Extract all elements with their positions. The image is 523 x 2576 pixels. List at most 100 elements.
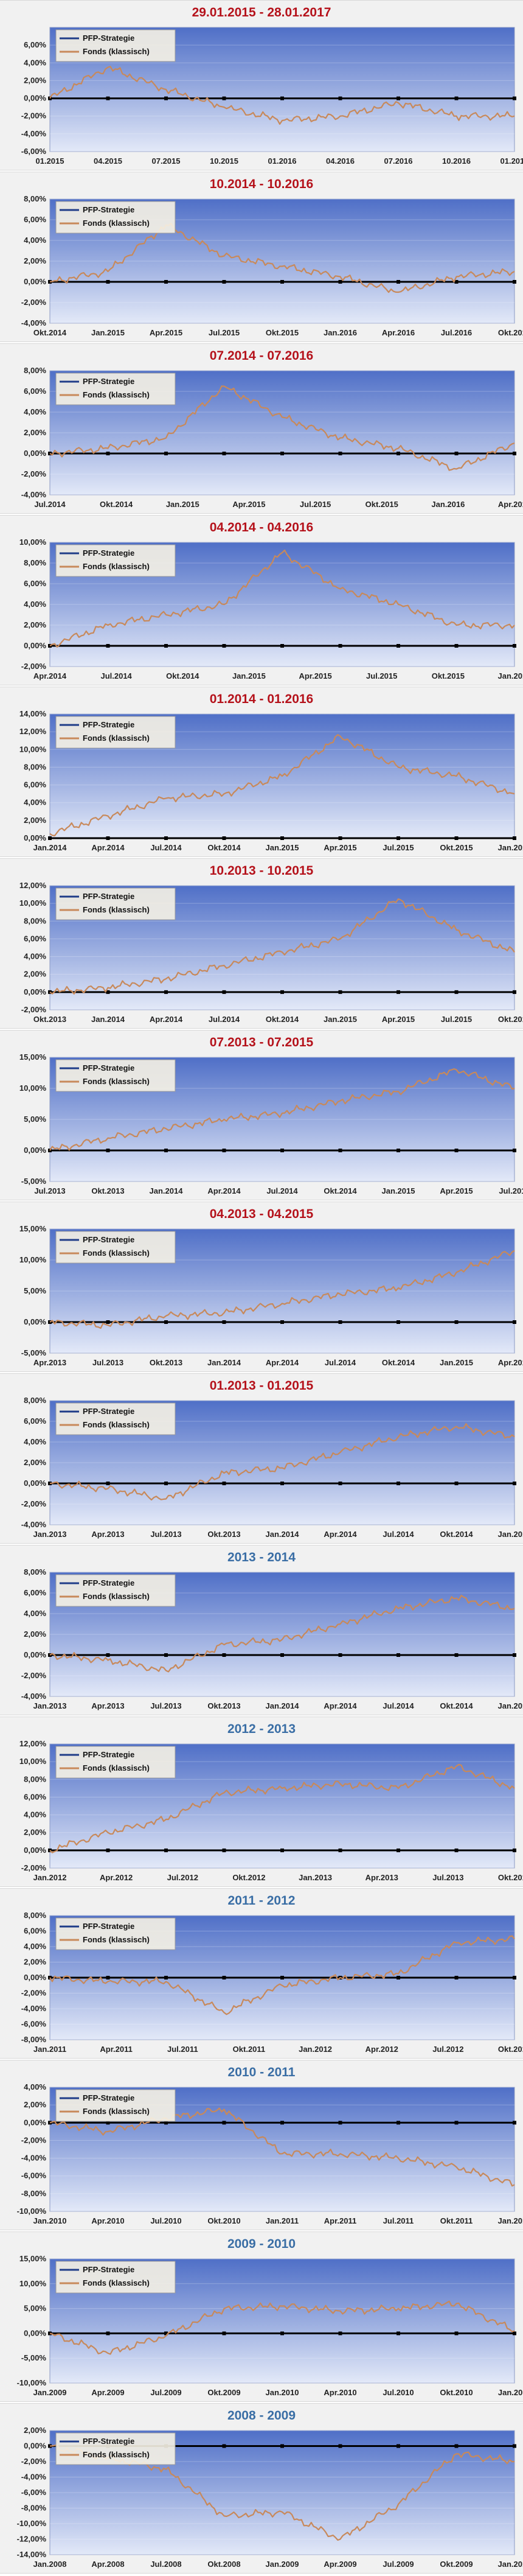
x-tick-label: Jan.2014 xyxy=(266,1701,300,1710)
data-point-pfp-strategie xyxy=(397,1482,400,1485)
x-tick-label: Okt.2013 xyxy=(207,1701,240,1710)
legend: PFP-Strategie Fonds (klassisch) xyxy=(55,1917,176,1950)
y-tick-label: 14,00% xyxy=(19,709,47,718)
x-tick-label: Okt.2012 xyxy=(232,1873,265,1882)
x-tick-label: Apr.2014 xyxy=(91,843,125,852)
data-point-pfp-strategie xyxy=(454,452,459,455)
chart-title: 01.2013 - 01.2015 xyxy=(209,1379,314,1393)
y-tick-label: 8,00% xyxy=(24,762,46,771)
y-tick-label: -4,00% xyxy=(21,1520,47,1529)
line-chart: -2,00% 0,00% 2,00% 4,00% 6,00% 8,00% 10,00% 12,… xyxy=(19,881,523,1024)
x-tick-label: Jul.2010 xyxy=(150,2216,181,2225)
legend-label-fonds-klassisch: Fonds (klassisch) xyxy=(83,733,150,743)
data-point-pfp-strategie xyxy=(513,2444,516,2448)
chart-panel: 07.2014 - 07.2016 -4,00% -2,00% 0,00% 2,00% 4… xyxy=(0,343,523,514)
y-tick-label: 8,00% xyxy=(24,1774,46,1783)
data-point-pfp-strategie xyxy=(338,1482,342,1485)
x-tick-label: Apr.2011 xyxy=(324,2216,357,2225)
x-tick-label: Apr.2012 xyxy=(100,1873,133,1882)
data-point-pfp-strategie xyxy=(454,1482,459,1485)
data-point-pfp-strategie xyxy=(397,2331,400,2336)
data-point-pfp-strategie xyxy=(338,2444,342,2448)
data-point-pfp-strategie xyxy=(454,1320,459,1324)
y-tick-label: 2,00% xyxy=(24,816,46,825)
x-tick-label: Jan.2011 xyxy=(33,2045,66,2054)
y-tick-label: -4,00% xyxy=(21,1692,47,1701)
legend-label-pfp-strategie: PFP-Strategie xyxy=(83,377,134,386)
y-tick-label: 4,00% xyxy=(24,952,46,961)
data-point-pfp-strategie xyxy=(338,836,342,840)
x-tick-label: Apr.2014 xyxy=(207,1186,241,1195)
legend-label-fonds-klassisch: Fonds (klassisch) xyxy=(83,1077,150,1086)
line-chart: -4,00% -2,00% 0,00% 2,00% 4,00% 6,00% 8,00% Jan… xyxy=(21,1567,523,1710)
y-tick-label: -6,00% xyxy=(21,147,47,156)
x-tick-label: 07.2016 xyxy=(384,156,413,166)
y-tick-label: 0,00% xyxy=(24,641,46,650)
x-tick-label: Jan.2015 xyxy=(91,328,125,337)
y-tick-label: -2,00% xyxy=(21,1499,47,1508)
x-tick-label: Jul.2014 xyxy=(266,1186,298,1195)
y-tick-label: -12,00% xyxy=(17,2535,47,2544)
x-tick-label: Apr.2013 xyxy=(33,1358,66,1367)
y-tick-label: 4,00% xyxy=(24,1810,46,1819)
x-tick-label: Apr.2015 xyxy=(382,1015,415,1024)
data-point-pfp-strategie xyxy=(106,280,110,284)
x-tick-label: Apr.2014 xyxy=(324,1701,357,1710)
y-tick-label: -2,00% xyxy=(21,1671,47,1680)
y-tick-label: -8,00% xyxy=(21,2189,47,2198)
y-tick-label: 10,00% xyxy=(19,1255,47,1264)
legend-label-fonds-klassisch: Fonds (klassisch) xyxy=(83,562,150,571)
legend-box xyxy=(55,1917,176,1950)
x-tick-label: Jan.2010 xyxy=(498,2560,523,2569)
data-point-pfp-strategie xyxy=(106,452,110,455)
x-tick-label: Jul.2011 xyxy=(167,2045,198,2054)
x-tick-label: Okt.2011 xyxy=(233,2045,266,2054)
chart-panel: 2012 - 2013 -2,00% 0,00% 2,00% 4,00% 6,00% 8,0… xyxy=(0,1717,523,1887)
y-tick-label: 2,00% xyxy=(24,2100,46,2109)
data-point-pfp-strategie xyxy=(222,452,226,455)
x-tick-label: Apr.2013 xyxy=(91,1701,124,1710)
y-tick-label: 5,00% xyxy=(24,2304,46,2313)
chart-title: 2012 - 2013 xyxy=(227,1722,296,1736)
data-point-pfp-strategie xyxy=(280,644,284,648)
data-point-pfp-strategie xyxy=(222,96,226,100)
x-tick-label: Jan.2010 xyxy=(266,2388,299,2397)
x-tick-label: Apr.2009 xyxy=(324,2560,356,2569)
legend-box xyxy=(55,1231,176,1264)
y-tick-label: 5,00% xyxy=(24,1286,46,1295)
legend-label-fonds-klassisch: Fonds (klassisch) xyxy=(83,219,150,228)
y-tick-label: -6,00% xyxy=(21,2020,47,2029)
y-tick-label: -2,00% xyxy=(21,1863,47,1872)
y-tick-label: 8,00% xyxy=(24,558,46,567)
x-tick-label: Okt.2014 xyxy=(440,1701,473,1710)
data-point-pfp-strategie xyxy=(222,280,226,284)
data-point-pfp-strategie xyxy=(106,1149,110,1152)
y-tick-label: 8,00% xyxy=(24,194,46,203)
y-tick-label: 0,00% xyxy=(24,1479,46,1488)
x-tick-label: Apr.2013 xyxy=(365,1873,398,1882)
data-point-pfp-strategie xyxy=(338,96,342,100)
legend: PFP-Strategie Fonds (klassisch) xyxy=(55,1746,176,1779)
x-tick-label: Jan.2010 xyxy=(33,2216,67,2225)
x-tick-label: Apr.2014 xyxy=(266,1358,299,1367)
y-tick-label: 6,00% xyxy=(24,1588,46,1597)
y-tick-label: 0,00% xyxy=(24,1650,46,1659)
data-point-pfp-strategie xyxy=(106,96,110,100)
data-point-pfp-strategie xyxy=(164,2331,168,2336)
legend-label-pfp-strategie: PFP-Strategie xyxy=(83,1063,134,1073)
chart-panel: 2010 - 2011 -10,00% -8,00% -6,00% -4,00% -2,0… xyxy=(0,2060,523,2230)
y-tick-label: -10,00% xyxy=(17,2207,47,2216)
chart-title: 2009 - 2010 xyxy=(227,2237,296,2251)
data-point-pfp-strategie xyxy=(106,1848,110,1852)
y-tick-label: -4,00% xyxy=(21,2473,47,2482)
x-tick-label: Okt.2015 xyxy=(440,843,473,852)
x-tick-label: Jan.2016 xyxy=(324,328,357,337)
x-tick-label: Jan.2016 xyxy=(498,671,523,681)
y-tick-label: -2,00% xyxy=(21,469,47,478)
data-point-pfp-strategie xyxy=(106,2121,110,2125)
line-chart: -5,00% 0,00% 5,00% 10,00% 15,00% Jul.2013 Okt.… xyxy=(19,1052,523,1195)
data-point-pfp-strategie xyxy=(513,644,516,648)
data-point-pfp-strategie xyxy=(338,990,342,994)
x-tick-label: Jan.2012 xyxy=(498,2216,523,2225)
y-tick-label: 4,00% xyxy=(24,1437,46,1446)
